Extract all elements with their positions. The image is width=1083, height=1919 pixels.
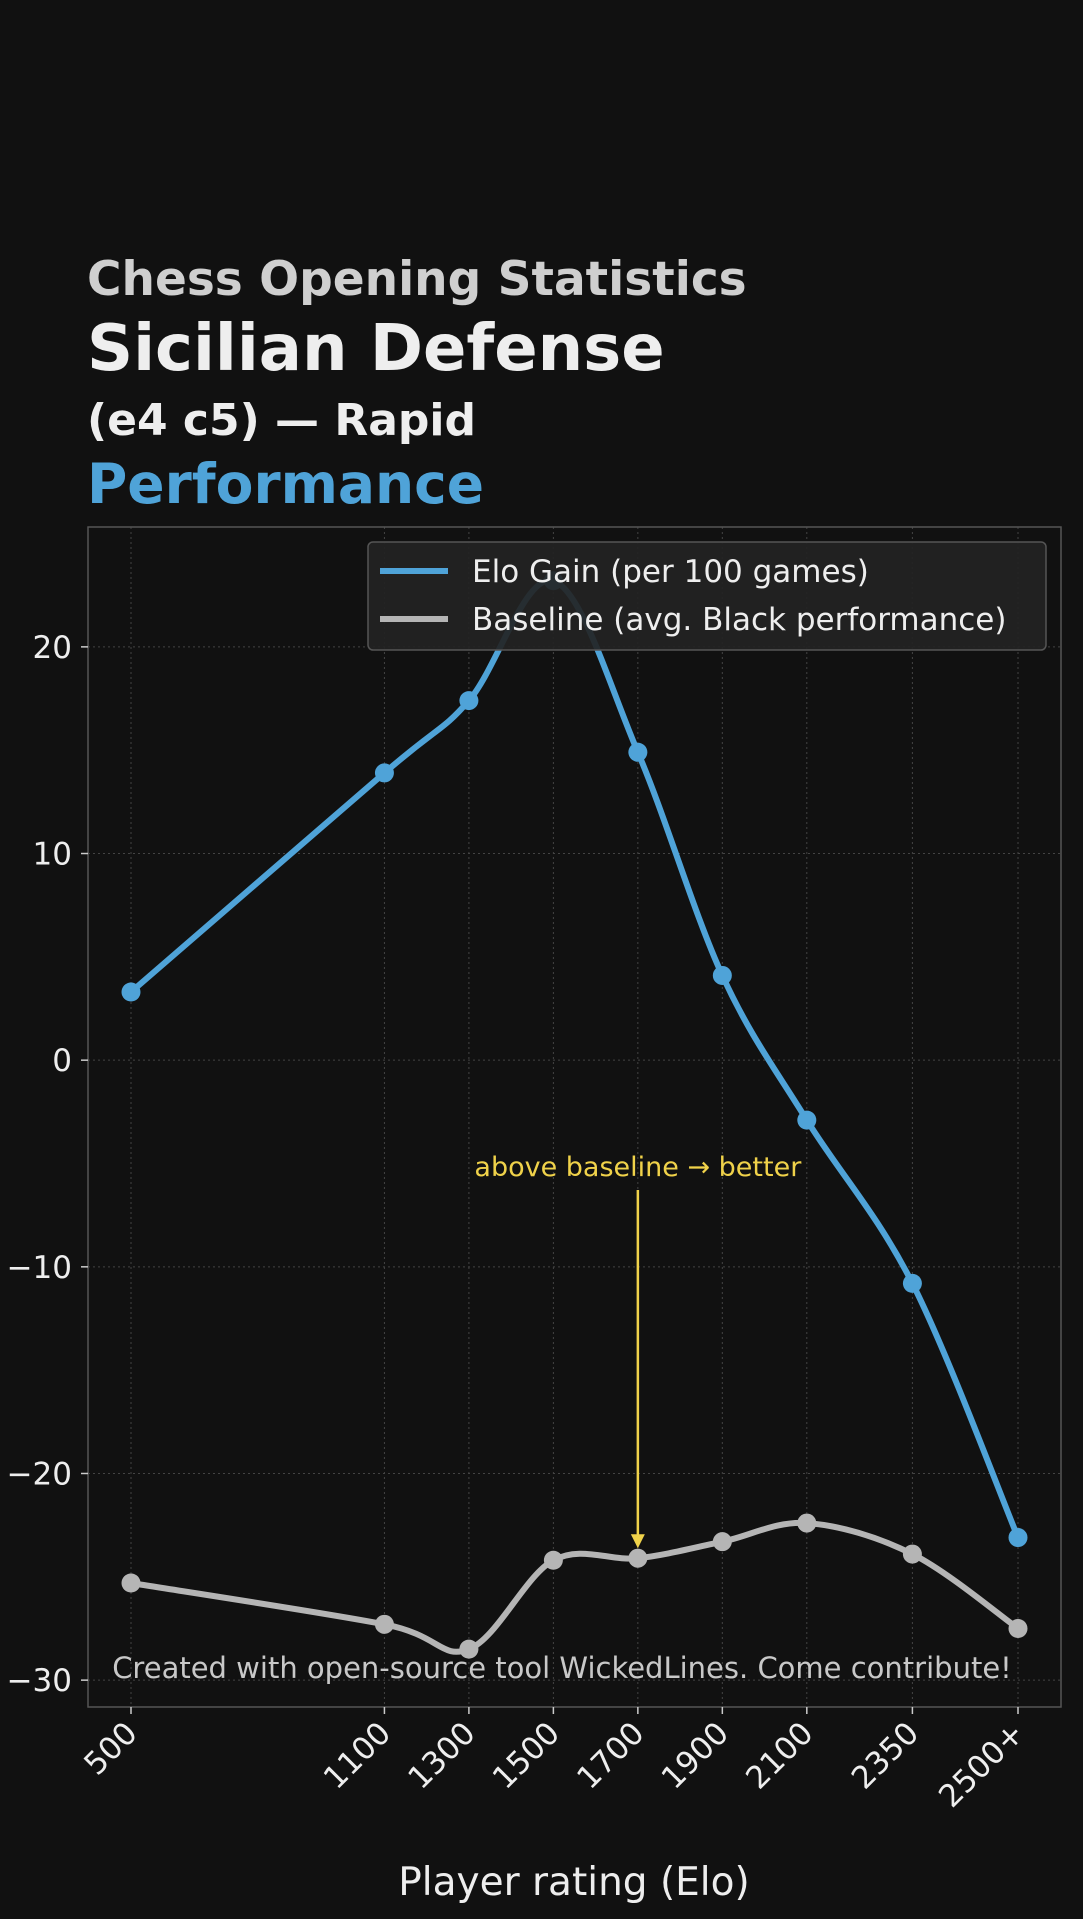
x-tick-label: 1100: [317, 1715, 398, 1796]
data-point-elo-gain[interactable]: [712, 965, 732, 985]
data-point-elo-gain[interactable]: [628, 742, 648, 762]
chart-subtitle: (e4 c5) — Rapid: [87, 395, 476, 446]
plot-area: [88, 527, 1061, 1707]
y-tick-label: 20: [33, 630, 72, 666]
data-point-elo-gain[interactable]: [374, 763, 394, 783]
data-point-baseline[interactable]: [628, 1548, 648, 1568]
data-point-baseline[interactable]: [1008, 1618, 1028, 1638]
x-tick-label: 500: [77, 1715, 144, 1782]
x-tick-label: 2500+: [932, 1715, 1032, 1815]
x-tick-label: 1500: [486, 1715, 567, 1796]
footer-credit: Created with open-source tool WickedLine…: [112, 1651, 1012, 1685]
x-tick-label: 1300: [401, 1715, 482, 1796]
x-tick-label: 1700: [570, 1715, 651, 1796]
y-tick-label: −10: [7, 1250, 72, 1286]
annotation-label: above baseline → better: [474, 1152, 802, 1183]
data-point-baseline[interactable]: [712, 1532, 732, 1552]
y-tick-label: −30: [7, 1663, 72, 1699]
annotation-arrow-head: [630, 1534, 645, 1549]
data-point-elo-gain[interactable]: [902, 1273, 922, 1293]
x-tick-label: 2350: [845, 1715, 926, 1796]
data-point-baseline[interactable]: [374, 1614, 394, 1634]
data-point-baseline[interactable]: [797, 1513, 817, 1533]
data-point-elo-gain[interactable]: [121, 982, 141, 1002]
data-point-elo-gain[interactable]: [459, 691, 479, 711]
x-axis-label: Player rating (Elo): [398, 1860, 749, 1905]
plot-frame: [87, 526, 1062, 1708]
chart-title: Sicilian Defense: [87, 312, 665, 386]
legend-label-baseline: Baseline (avg. Black performance): [472, 602, 1006, 638]
data-point-baseline[interactable]: [902, 1544, 922, 1564]
legend-label-elo-gain: Elo Gain (per 100 games): [472, 554, 869, 590]
data-point-baseline[interactable]: [121, 1573, 141, 1593]
data-point-elo-gain[interactable]: [1008, 1528, 1028, 1548]
legend-box: [367, 541, 1047, 651]
data-point-baseline[interactable]: [543, 1550, 563, 1570]
chart-supertitle: Chess Opening Statistics: [87, 252, 747, 307]
x-tick-label: 1900: [655, 1715, 736, 1796]
y-tick-label: −20: [7, 1456, 72, 1492]
x-tick-label: 2100: [739, 1715, 820, 1796]
data-point-elo-gain[interactable]: [797, 1110, 817, 1130]
chart-metric-title: Performance: [87, 452, 485, 516]
y-tick-label: 10: [33, 837, 72, 873]
chart-title-block: Chess Opening Statistics Sicilian Defens…: [87, 250, 747, 512]
data-point-baseline[interactable]: [459, 1639, 479, 1659]
y-tick-label: 0: [52, 1043, 72, 1079]
